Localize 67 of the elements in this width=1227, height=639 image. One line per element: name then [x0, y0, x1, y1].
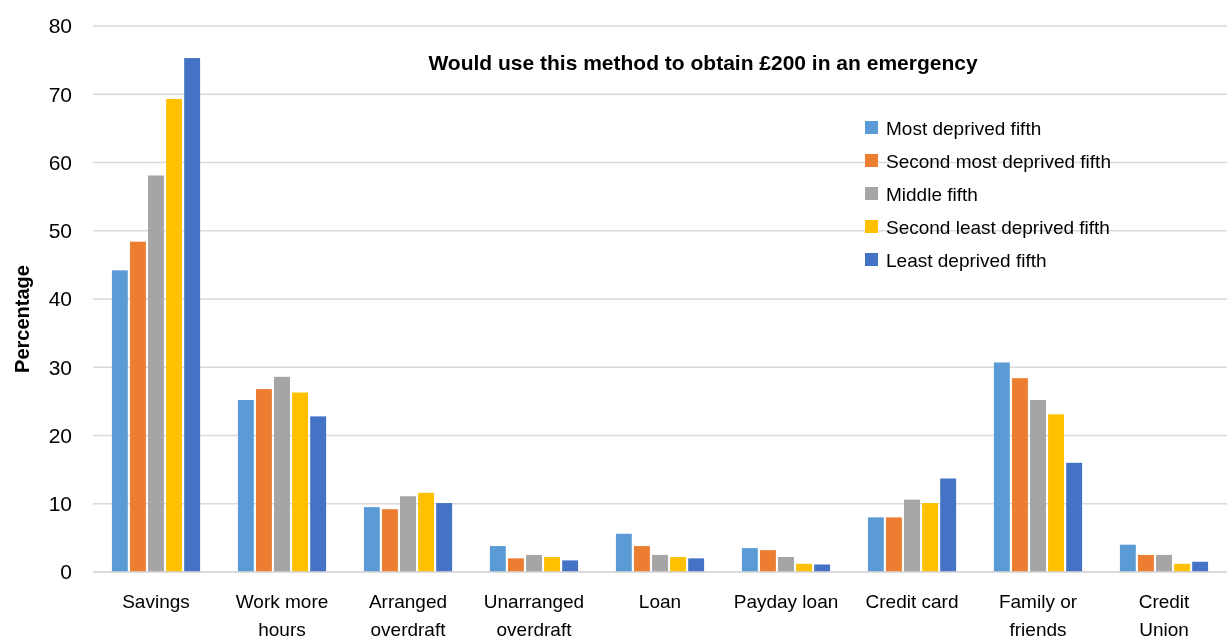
bar: [904, 499, 920, 572]
bar: [1119, 544, 1136, 572]
y-tick-label: 20: [48, 423, 72, 447]
bar: [507, 558, 524, 572]
x-tick-label: Savings: [122, 591, 190, 612]
legend-label: Middle fifth: [886, 183, 978, 205]
bar: [652, 554, 668, 572]
text: Would use this method to obtain £200 in an emergency: [428, 51, 978, 74]
bar: [867, 517, 884, 572]
bar: [1011, 378, 1028, 572]
y-tick-label: 80: [48, 14, 72, 38]
bar: [148, 175, 164, 572]
bar: [166, 99, 183, 572]
legend-label: Least deprived fifth: [886, 249, 1047, 271]
x-tick-label: Loan: [638, 591, 682, 612]
bar: [526, 554, 542, 572]
x-tick-label: Arranged overdraft: [368, 591, 448, 639]
bar: [111, 270, 128, 572]
y-tick-label: 30: [48, 355, 72, 379]
bar: [993, 362, 1010, 572]
y-tick-label: 70: [48, 82, 72, 106]
bar: [381, 509, 398, 572]
bar: [418, 492, 435, 572]
x-tick-label: Credit card: [865, 591, 959, 612]
bar: [310, 416, 327, 572]
y-tick-label: 10: [48, 492, 72, 516]
bar: [615, 533, 632, 572]
bar: [544, 556, 561, 572]
bar: [670, 556, 687, 572]
bar: [1030, 400, 1046, 572]
bar: [688, 558, 705, 572]
bar: [1048, 414, 1065, 572]
y-tick-label: 40: [48, 287, 72, 311]
y-tick-label: 0: [60, 560, 72, 584]
legend-label: Second least deprived fifth: [886, 216, 1110, 238]
legend-label: Most deprived fifth: [886, 117, 1042, 139]
bar: [255, 389, 272, 572]
bar: [741, 548, 758, 572]
y-tick-label: 50: [48, 219, 72, 243]
legend-label: Second most deprived fifth: [886, 150, 1111, 172]
bar: [562, 560, 579, 572]
y-axis-title: Percentage: [11, 265, 33, 373]
bar: [129, 241, 146, 572]
bar: [922, 503, 939, 572]
x-tick-label: Credit Union: [1138, 591, 1191, 639]
bar: [184, 58, 201, 572]
bar: [489, 546, 506, 572]
bar: [400, 496, 416, 572]
y-tick-label: 60: [48, 150, 72, 174]
bar: [237, 400, 254, 572]
x-tick-label: Payday loan: [733, 591, 839, 612]
bar: [1066, 462, 1083, 572]
x-tick-label: Family or friends: [998, 591, 1078, 639]
x-tick-label: Work more hours: [235, 591, 329, 639]
bar: [759, 550, 776, 572]
bar: [363, 507, 380, 572]
bar: [885, 517, 902, 572]
x-tick-label: Unarranged overdraft: [483, 591, 585, 639]
bar: [778, 556, 794, 572]
bar: [292, 392, 309, 572]
bar: [1156, 554, 1172, 572]
bar: [633, 546, 650, 572]
bar: [940, 478, 957, 572]
bar: [814, 564, 831, 572]
bar: [436, 503, 453, 572]
bar: [1137, 554, 1154, 572]
bar: [274, 376, 290, 572]
